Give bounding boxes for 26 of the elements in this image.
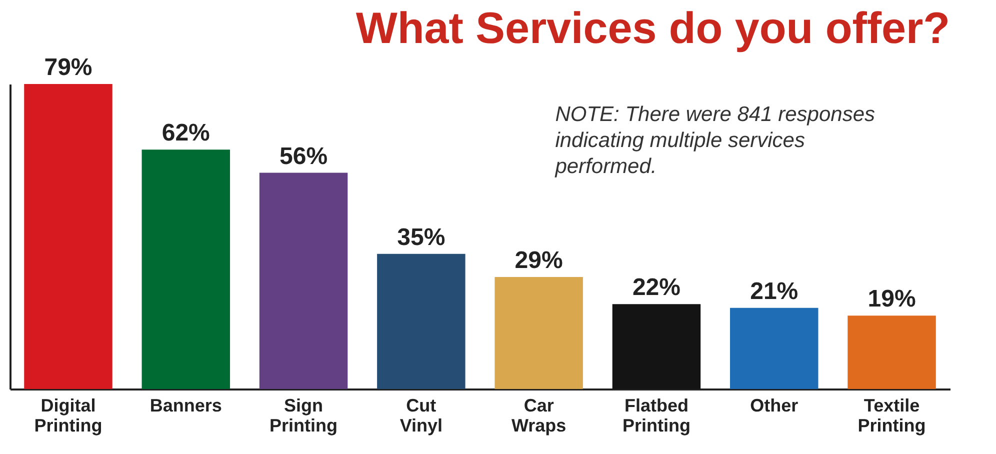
- data-label: 21%: [750, 278, 798, 305]
- x-tick-label: Textile Printing: [858, 396, 926, 436]
- x-tick-label: Digital Printing: [34, 396, 102, 436]
- bar: [259, 172, 348, 389]
- x-tick-label: Cut Vinyl: [400, 396, 443, 436]
- bar: [377, 254, 466, 389]
- x-tick-label: Car Wraps: [511, 396, 566, 436]
- data-label: 22%: [632, 274, 680, 302]
- data-label: 62%: [162, 120, 210, 147]
- data-label: 29%: [514, 247, 563, 274]
- data-label: 19%: [868, 286, 916, 313]
- bar: [612, 304, 701, 389]
- data-label: 79%: [44, 54, 92, 81]
- data-label: 35%: [397, 224, 446, 251]
- x-tick-label: Sign Printing: [270, 396, 338, 436]
- bar: [142, 150, 230, 389]
- annotation: NOTE: There were 841 responses indicating multiple services performed.: [554, 103, 876, 178]
- bar: [848, 316, 936, 389]
- x-tick-label: Other: [750, 396, 798, 416]
- x-tick-label: Flatbed Printing: [622, 396, 690, 436]
- bar: [730, 308, 818, 389]
- data-label: 56%: [280, 142, 328, 170]
- x-tick-label: Banners: [150, 396, 222, 416]
- bar: [494, 277, 583, 389]
- bar: [24, 84, 112, 389]
- chart-title: What Services do you offer?: [356, 4, 950, 53]
